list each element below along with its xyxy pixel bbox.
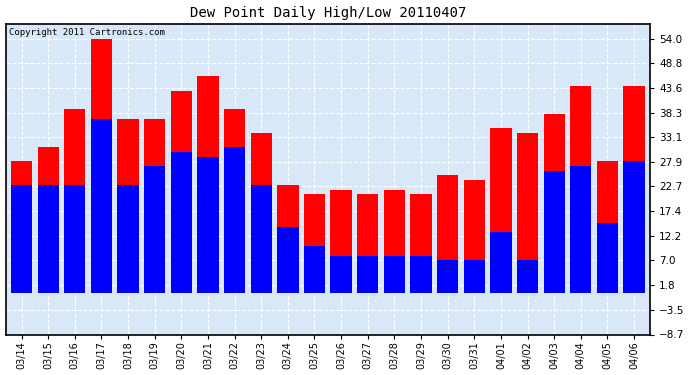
Text: Copyright 2011 Cartronics.com: Copyright 2011 Cartronics.com [9, 28, 165, 37]
Bar [304, 194, 325, 294]
Bar [437, 260, 458, 294]
Bar [277, 227, 299, 294]
Bar [544, 114, 565, 294]
Bar [491, 232, 511, 294]
Bar [384, 256, 405, 294]
Bar [623, 86, 644, 294]
Bar [250, 185, 272, 294]
Bar [597, 223, 618, 294]
Bar [117, 185, 139, 294]
Bar [91, 39, 112, 294]
Bar [11, 185, 32, 294]
Bar [570, 166, 591, 294]
Bar [411, 194, 432, 294]
Bar [597, 161, 618, 294]
Bar [224, 147, 245, 294]
Bar [517, 260, 538, 294]
Bar [144, 166, 166, 294]
Bar [464, 180, 485, 294]
Title: Dew Point Daily High/Low 20110407: Dew Point Daily High/Low 20110407 [190, 6, 466, 20]
Bar [117, 119, 139, 294]
Bar [304, 246, 325, 294]
Bar [491, 128, 511, 294]
Bar [224, 110, 245, 294]
Bar [623, 161, 644, 294]
Bar [411, 256, 432, 294]
Bar [37, 185, 59, 294]
Bar [11, 161, 32, 294]
Bar [277, 185, 299, 294]
Bar [331, 256, 352, 294]
Bar [384, 190, 405, 294]
Bar [570, 86, 591, 294]
Bar [144, 119, 166, 294]
Bar [544, 171, 565, 294]
Bar [197, 157, 219, 294]
Bar [197, 76, 219, 294]
Bar [357, 256, 378, 294]
Bar [170, 152, 192, 294]
Bar [517, 133, 538, 294]
Bar [250, 133, 272, 294]
Bar [64, 110, 86, 294]
Bar [357, 194, 378, 294]
Bar [37, 147, 59, 294]
Bar [170, 90, 192, 294]
Bar [331, 190, 352, 294]
Bar [464, 260, 485, 294]
Bar [91, 119, 112, 294]
Bar [64, 185, 86, 294]
Bar [437, 176, 458, 294]
